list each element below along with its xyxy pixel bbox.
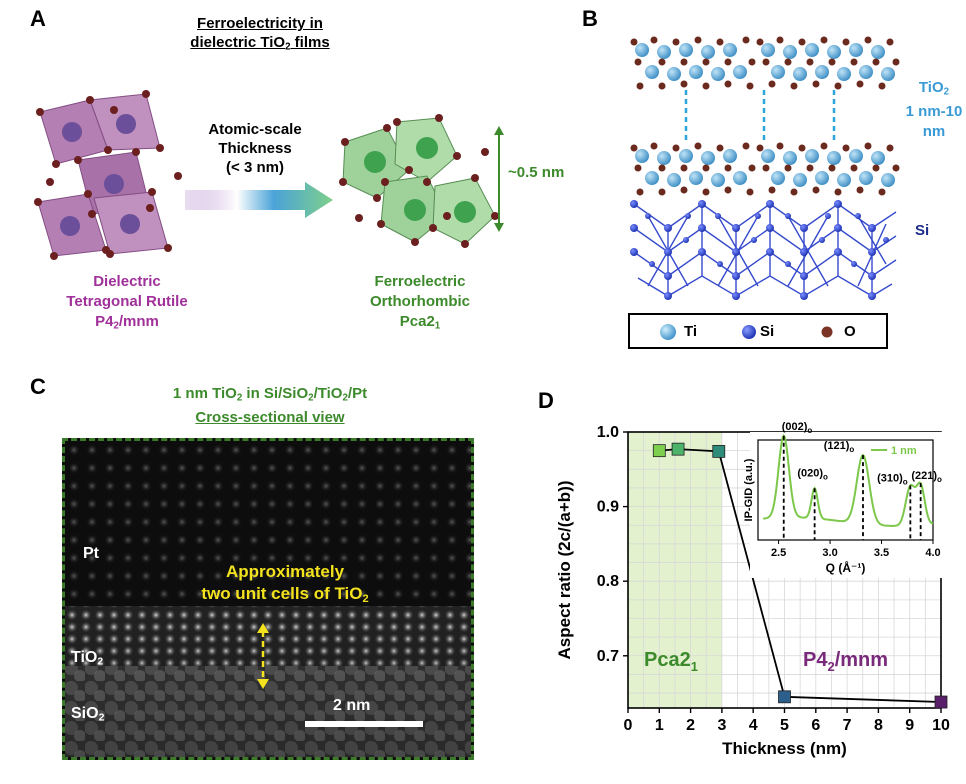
data-point xyxy=(712,444,726,458)
data-point xyxy=(934,695,948,709)
atom-legend: Ti Si O xyxy=(628,313,888,349)
inset-x-axis-label: Q (Å⁻¹) xyxy=(826,560,866,575)
si-legend-icon xyxy=(742,325,756,339)
panel-letter-d: D xyxy=(538,388,554,413)
x-tick-label: 4 xyxy=(749,717,758,734)
y-tick-label: 1.0 xyxy=(597,424,619,441)
si-substrate-label: Si xyxy=(915,222,930,239)
annotation-line1: Approximately xyxy=(225,562,345,581)
panel-a-title-line2: dielectric TiO2 films xyxy=(190,34,330,53)
panel-c-title-line1: 1 nm TiO2 in Si/SiO2/TiO2/Pt xyxy=(172,385,368,404)
panel-c-subtitle: Cross-sectional view xyxy=(195,409,345,427)
ti-legend-icon xyxy=(660,324,676,340)
scalebar-label: 2 nm xyxy=(333,697,371,714)
x-tick-label: 7 xyxy=(843,717,852,734)
inset-peak-label: (310)o xyxy=(877,472,908,486)
y-axis-label: Aspect ratio (2c/(a+b)) xyxy=(555,480,574,659)
x-tick-label: 10 xyxy=(932,717,950,734)
structure-b-illustration xyxy=(630,36,900,300)
inset-legend-label: 1 nm xyxy=(891,445,917,457)
height-arrow xyxy=(494,126,504,232)
x-tick-label: 6 xyxy=(811,717,820,734)
arrow-label-line2: Thickness xyxy=(218,140,292,157)
x-tick-label: 3 xyxy=(717,717,726,734)
tem-image: Pt TiO2 SiO2 Approximately two unit cell… xyxy=(62,438,474,760)
rutile-label: Dielectric Tetragonal Rutile P42/mnm xyxy=(52,272,202,336)
annotation-line2: two unit cells of TiO2 xyxy=(201,584,369,605)
panel-c-title: 1 nm TiO2 in Si/SiO2/TiO2/Pt Cross-secti… xyxy=(110,384,430,428)
region-label-pca21: Pca21 xyxy=(644,649,698,674)
data-point xyxy=(652,444,666,458)
tio2-thickness-label: TiO2 1 nm-10 nm xyxy=(902,78,966,142)
arrow-label: Atomic-scale Thickness (< 3 nm) xyxy=(190,120,320,177)
inset-x-tick-label: 2.5 xyxy=(771,547,786,559)
panel-letter-b: B xyxy=(582,6,598,31)
panel-letter-c: C xyxy=(30,374,46,399)
height-label: ~0.5 nm xyxy=(508,164,565,181)
unit-cell-annotation: Approximately two unit cells of TiO2 xyxy=(175,561,395,610)
panel-letter-a: A xyxy=(30,6,46,31)
thickness-range-line2: nm xyxy=(922,123,946,141)
inset-peak-label: (020)o xyxy=(797,467,828,481)
inset-y-axis-label: IP-GID (a.u.) xyxy=(743,458,755,521)
x-tick-label: 9 xyxy=(905,717,914,734)
y-tick-label: 0.8 xyxy=(597,573,619,590)
inset-spectrum-line xyxy=(763,433,934,527)
thickness-arrow xyxy=(185,182,333,218)
y-tick-label: 0.7 xyxy=(597,648,619,665)
y-tick-label: 0.9 xyxy=(597,499,619,516)
sio2-layer-label: SiO2 xyxy=(71,705,105,724)
ortho-label-line2: Orthorhombic xyxy=(370,293,470,310)
tem-lattice xyxy=(65,441,471,757)
inset-peak-label: (121)o xyxy=(824,440,855,454)
pt-layer-label: Pt xyxy=(83,545,99,562)
inset-x-tick-label: 3.0 xyxy=(822,547,837,559)
inset-peak-label: (002)o xyxy=(782,421,813,435)
orthorhombic-crystal-illustration xyxy=(339,114,499,248)
scalebar xyxy=(305,721,423,727)
x-axis-label: Thickness (nm) xyxy=(722,739,847,758)
x-tick-label: 2 xyxy=(686,717,695,734)
data-point xyxy=(671,442,685,456)
tio2-label: TiO2 xyxy=(918,79,950,98)
arrow-label-line3: (< 3 nm) xyxy=(226,159,284,176)
ti-legend-label: Ti xyxy=(684,323,698,340)
rutile-label-line2: Tetragonal Rutile xyxy=(66,293,188,310)
x-tick-label: 5 xyxy=(780,717,789,734)
panel-a-title-line1: Ferroelectricity in xyxy=(197,15,323,32)
o-legend-icon xyxy=(821,326,833,338)
o-legend-label: O xyxy=(844,323,856,340)
rutile-label-line1: Dielectric xyxy=(93,273,161,290)
si-legend-label: Si xyxy=(760,323,775,340)
ortho-label-line1: Ferroelectric xyxy=(374,273,466,290)
x-tick-label: 1 xyxy=(655,717,664,734)
thickness-range-line1: 1 nm-10 xyxy=(905,103,963,121)
rutile-crystal-illustration xyxy=(34,90,182,260)
arrow-label-line1: Atomic-scale xyxy=(208,121,302,138)
x-tick-label: 8 xyxy=(874,717,883,734)
unit-cell-arrow xyxy=(257,623,269,689)
aspect-ratio-chart: 0 1 2 3 4 5 6 7 8 9 10 0.7 0.8 0.9 1.0 Thickness (nm) As… xyxy=(555,421,950,758)
inset-x-tick-label: 4.0 xyxy=(925,547,940,559)
inset-peak-label: (221)o xyxy=(911,470,942,484)
data-point xyxy=(778,690,791,704)
x-tick-label: 0 xyxy=(624,717,633,734)
ortho-label: Ferroelectric Orthorhombic Pca21 xyxy=(355,272,485,336)
ortho-label-line3: Pca21 xyxy=(399,313,441,332)
tio2-layer-label: TiO2 xyxy=(71,649,104,668)
region-label-p42mnm: P42/mnm xyxy=(803,649,888,674)
inset-x-tick-label: 3.5 xyxy=(874,547,889,559)
panel-a-title: Ferroelectricity in dielectric TiO2 film… xyxy=(160,14,360,56)
rutile-label-line3: P42/mnm xyxy=(95,313,159,332)
